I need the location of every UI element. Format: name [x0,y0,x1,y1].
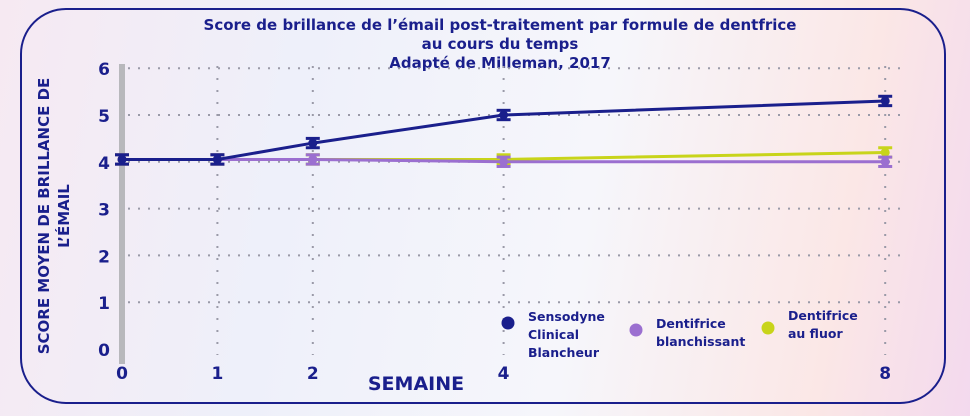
x-axis-label: SEMAINE [368,373,464,395]
chart-title-line-2: au cours du temps [422,35,579,53]
y-tick-label: 0 [98,341,110,361]
data-point [499,110,509,120]
legend-marker [501,316,515,330]
y-tick-label: 2 [98,247,110,267]
data-point [308,138,318,148]
data-point [308,154,318,164]
data-point [117,154,127,164]
chart-title-line-3: Adapté de Milleman, 2017 [389,54,611,72]
y-tick-label: 5 [98,107,110,127]
x-tick-label: 4 [498,364,510,384]
y-axis-label-line-1: SCORE MOYEN DE BRILLANCE DE [35,78,53,355]
chart-frame [20,8,946,404]
legend-label: Dentifrice [788,308,858,323]
x-tick-label: 1 [211,364,223,384]
legend-label: Sensodyne [528,309,605,324]
y-tick-label: 1 [98,294,110,314]
legend-label: au fluor [788,326,843,341]
data-point [212,154,222,164]
y-tick-label: 3 [98,201,110,221]
x-tick-label: 2 [307,364,319,384]
data-point [880,96,890,106]
legend-label: blanchissant [656,334,745,349]
x-tick-label: 0 [116,364,128,384]
legend-marker [629,323,643,337]
x-tick-label: 8 [879,364,891,384]
legend-label: Blancheur [528,345,600,360]
y-axis-label-line-2: L’ÉMAIL [54,184,73,248]
legend-marker [761,321,775,335]
data-point [880,157,890,167]
legend-label: Dentifrice [656,316,726,331]
y-tick-label: 6 [98,60,110,80]
y-tick-label: 4 [98,154,110,174]
chart-title-line-1: Score de brillance de l’émail post-trait… [204,16,797,34]
data-point [880,147,890,157]
legend-label: Clinical [528,327,579,342]
data-point [499,157,509,167]
y-axis-bar [119,64,125,364]
